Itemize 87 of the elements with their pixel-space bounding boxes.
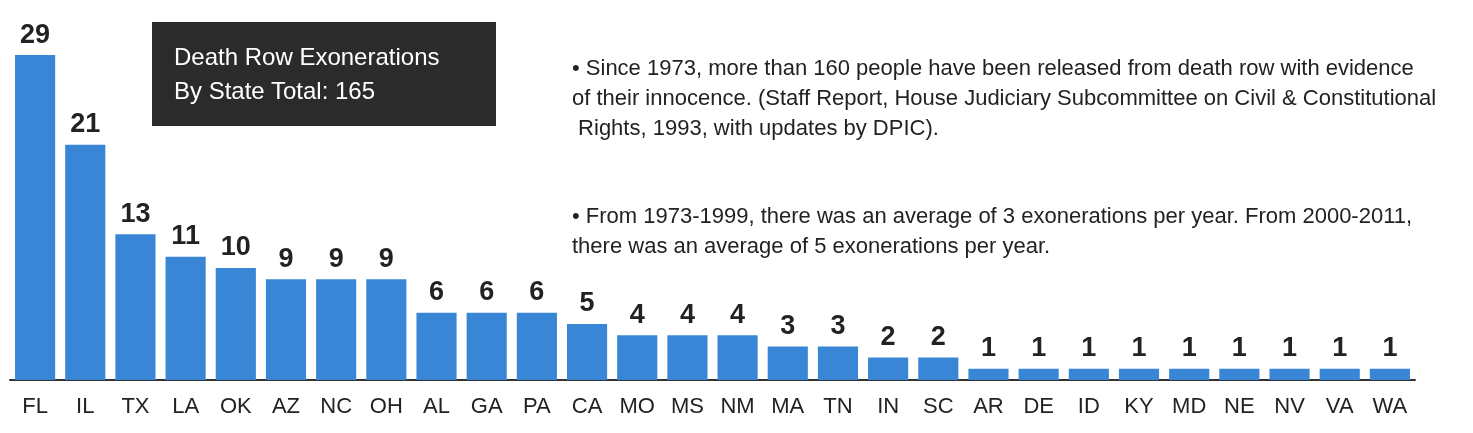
bar [1369,368,1410,380]
bar [215,267,256,380]
x-tick-label: FL [22,392,48,418]
bar [1269,368,1310,380]
data-label: 1 [1382,332,1398,363]
bar [1219,368,1260,380]
x-tick-label: LA [172,392,200,418]
bar [1319,368,1360,380]
bar [717,335,758,380]
data-label: 1 [980,332,996,363]
data-label: 4 [679,298,695,329]
data-label: 10 [220,231,251,262]
bar [366,279,407,380]
data-label: 6 [479,276,495,307]
data-label: 2 [930,321,946,352]
data-label: 1 [1332,332,1348,363]
x-tick-label: KY [1124,392,1155,418]
data-label: 6 [429,276,445,307]
x-tick-label: OK [219,392,253,418]
bar [316,279,357,380]
data-label: 1 [1031,332,1047,363]
x-tick-label: SC [923,392,954,418]
x-tick-label: GA [470,392,503,418]
x-tick-label: AZ [271,392,301,418]
bar [1169,368,1210,380]
data-label: 21 [70,108,101,139]
bar [115,234,156,380]
bar [65,144,106,380]
x-tick-label: VA [1325,392,1354,418]
data-label: 1 [1181,332,1197,363]
x-tick-label: IN [877,392,900,418]
x-tick-label: MO [619,392,655,418]
bar [968,368,1009,380]
bar [767,346,808,380]
data-label: 1 [1231,332,1247,363]
data-label: 11 [171,220,200,251]
data-label: 3 [830,309,846,340]
x-tick-label: NM [720,392,755,418]
bar [15,55,56,380]
data-label: 9 [328,242,344,273]
data-label: 1 [1131,332,1147,363]
bar [165,256,206,380]
data-label: 6 [529,276,545,307]
bar [1018,368,1059,380]
x-tick-label: MS [670,392,704,418]
x-tick-label: AR [973,392,1004,418]
x-tick-label: ID [1077,392,1100,418]
x-tick-label: OH [369,392,403,418]
bar [566,323,608,380]
bar [617,335,658,380]
data-label: 1 [1282,332,1298,363]
x-tick-label: IL [76,392,95,418]
x-tick-label: AL [423,392,450,418]
x-tick-label: CA [571,392,603,418]
bar [1118,368,1160,380]
x-tick-label: WA [1372,392,1408,418]
bar [416,312,457,380]
x-tick-label: NC [320,392,353,418]
data-label: 9 [378,242,394,273]
bar [918,357,959,380]
bar [265,279,307,380]
title-box: Death Row Exonerations By State Total: 165 [152,22,496,126]
bar [817,346,859,380]
bar [868,357,909,380]
data-label: 9 [278,242,294,273]
x-tick-label: MA [771,392,805,418]
x-tick-label: DE [1023,392,1054,418]
x-tick-label: MD [1172,392,1207,418]
bar [516,312,557,380]
data-label: 3 [780,309,796,340]
x-tick-label: NV [1274,392,1306,418]
bar [466,312,507,380]
data-label: 13 [120,197,151,228]
data-label: 5 [579,287,595,318]
data-label: 2 [880,321,896,352]
x-tick-label: TX [121,392,150,418]
data-label: 4 [730,298,746,329]
annotation: • Since 1973, more than 160 people have been released from death row with evidence of their innocence. (Staff Report, House Judiciary Subcommittee on Civil & Constitutional Rights, 1993, with updates by DPIC). [572,54,1437,140]
data-label: 4 [629,298,645,329]
bar [1068,368,1109,380]
x-tick-label: TN [823,392,853,418]
x-tick-label: NE [1224,392,1255,418]
bar [667,335,708,380]
data-label: 1 [1081,332,1097,363]
x-tick-label: PA [523,392,552,418]
annotation: • From 1973-1999, there was an average of 3 exonerations per year. From 2000-2011, there was an average of 5 exonerations per year. [572,202,1419,258]
data-label: 29 [20,18,51,49]
